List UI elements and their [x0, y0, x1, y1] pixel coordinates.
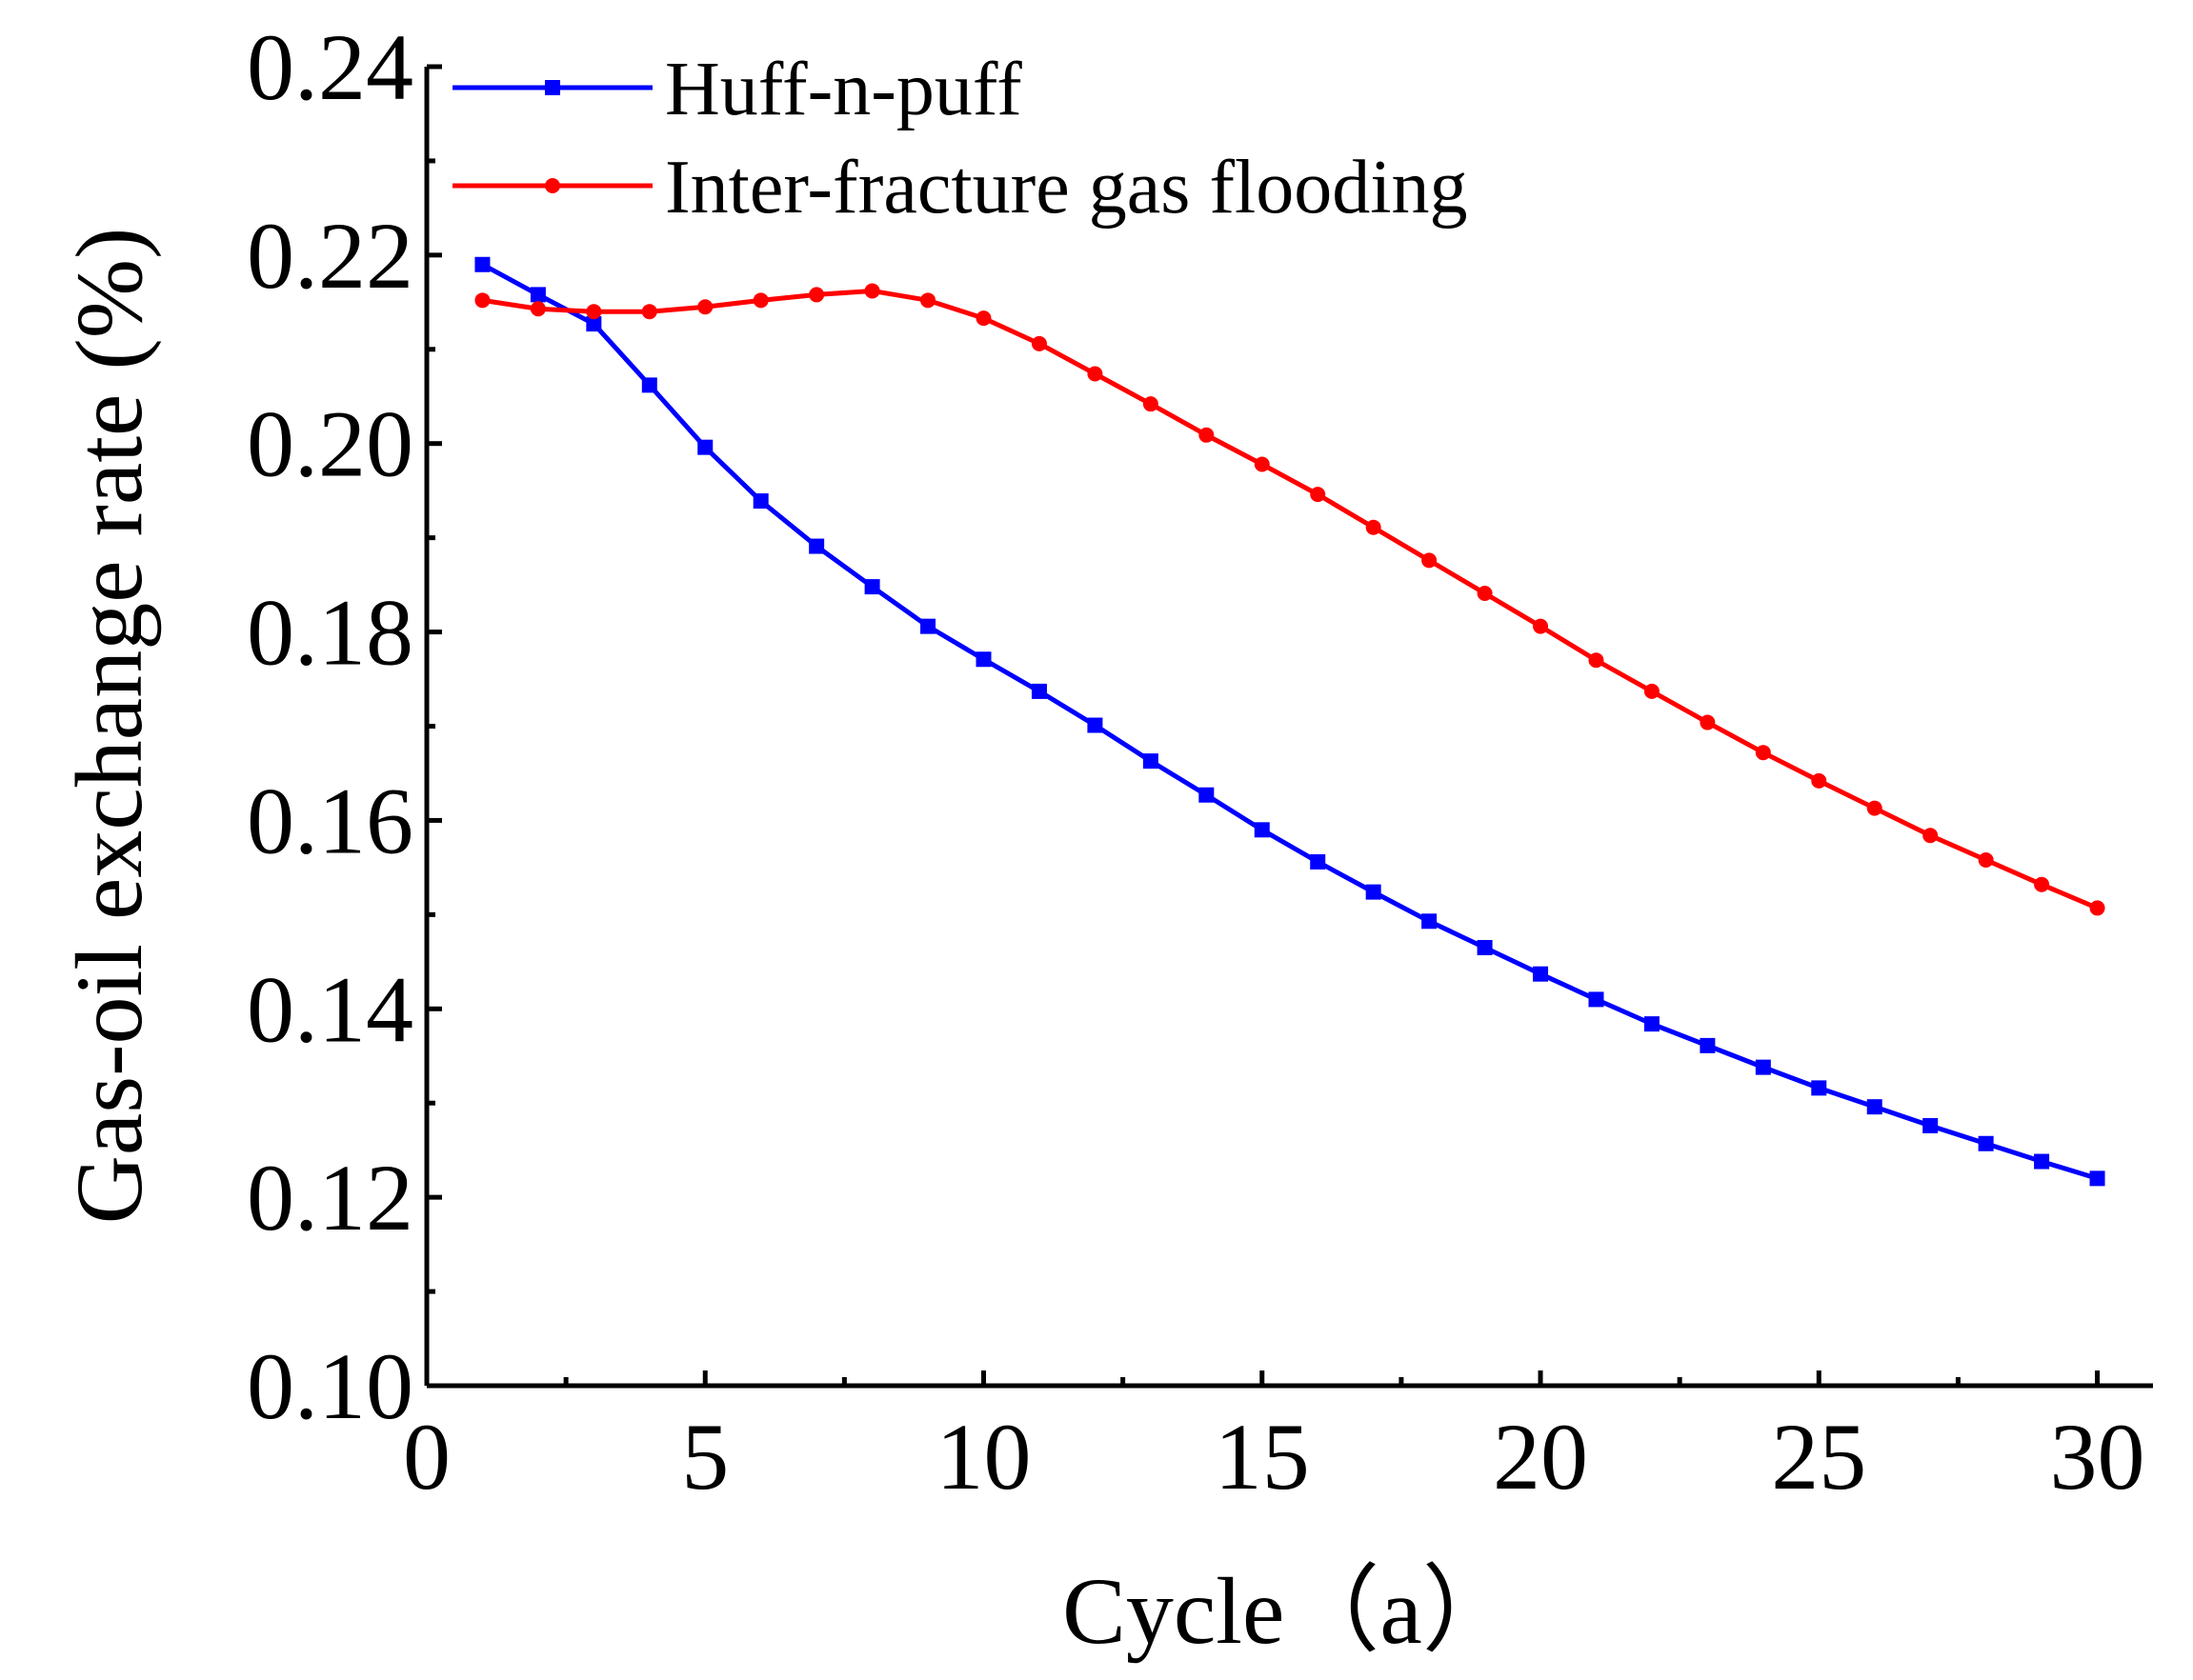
x-tick-label: 30 — [2050, 1404, 2145, 1510]
x-axis-title: Cycle（a） — [1062, 1558, 1518, 1664]
data-point — [1866, 1099, 1882, 1115]
x-tick-label: 10 — [936, 1404, 1032, 1510]
series-line — [482, 288, 2099, 910]
data-point — [2034, 1153, 2050, 1170]
data-point — [1310, 487, 1326, 503]
data-point — [530, 287, 546, 303]
data-point — [920, 618, 936, 634]
data-point — [1254, 456, 1270, 472]
data-point — [809, 538, 825, 554]
x-tick-label: 20 — [1493, 1404, 1588, 1510]
data-point — [1755, 1059, 1771, 1075]
data-point — [1588, 991, 1604, 1008]
data-point — [753, 292, 769, 309]
series-line — [481, 262, 2099, 1181]
y-axis-title: Gas-oil exchange rate (%) — [56, 228, 162, 1225]
data-point — [1087, 717, 1103, 733]
data-point — [1700, 1037, 1716, 1053]
legend-label: Huff-n-puff — [665, 48, 1022, 131]
x-tick-label: 0 — [403, 1404, 451, 1510]
y-tick-label: 0.22 — [247, 203, 413, 309]
data-point — [697, 439, 714, 455]
data-point — [920, 292, 936, 309]
data-point — [586, 316, 602, 332]
data-point — [1533, 966, 1549, 982]
data-point — [1755, 745, 1771, 761]
y-tick-label: 0.14 — [247, 956, 413, 1062]
data-point — [809, 287, 825, 303]
legend: Huff-n-puff Inter-fracture gas flooding — [453, 48, 1467, 230]
series-1 — [474, 256, 2105, 1187]
data-point — [1031, 335, 1047, 351]
data-point — [2089, 1170, 2105, 1187]
data-point — [976, 310, 992, 327]
x-ticks: 0 5 10 15 20 25 30 — [403, 1370, 2145, 1510]
data-point — [1643, 683, 1660, 699]
y-ticks: 0.10 0.12 0.14 0.16 0.18 0.20 0.22 0.24 — [247, 14, 442, 1439]
data-point — [1142, 753, 1158, 770]
data-point — [1533, 618, 1549, 634]
data-point — [1477, 586, 1493, 602]
y-tick-label: 0.16 — [247, 768, 413, 873]
data-point — [1922, 828, 1939, 844]
legend-marker — [545, 178, 560, 193]
data-point — [1643, 1016, 1660, 1032]
data-point — [2034, 876, 2050, 892]
data-point — [864, 579, 880, 595]
data-point — [641, 304, 657, 320]
data-point — [1477, 939, 1493, 955]
data-point — [1198, 427, 1215, 443]
data-point — [864, 283, 880, 299]
legend-item: Inter-fracture gas flooding — [453, 146, 1467, 230]
data-point — [1978, 851, 1994, 868]
data-point — [697, 299, 714, 315]
y-tick-label: 0.12 — [247, 1145, 413, 1250]
data-point — [1922, 1117, 1939, 1133]
data-point — [2089, 900, 2105, 916]
data-point — [1198, 787, 1215, 803]
series-group — [474, 256, 2105, 1187]
data-point — [1421, 552, 1438, 569]
x-tick-label: 15 — [1215, 1404, 1310, 1510]
data-point — [976, 651, 992, 668]
y-tick-label: 0.10 — [247, 1333, 413, 1439]
y-tick-label: 0.20 — [247, 391, 413, 497]
data-point — [1310, 853, 1326, 870]
data-point — [1421, 913, 1438, 930]
data-point — [1811, 1080, 1827, 1096]
data-point — [641, 377, 657, 393]
data-point — [1365, 519, 1381, 535]
x-tick-label: 5 — [681, 1404, 729, 1510]
data-point — [586, 304, 602, 320]
x-tick-label: 25 — [1771, 1404, 1866, 1510]
y-tick-label: 0.18 — [247, 580, 413, 686]
data-point — [753, 493, 769, 510]
data-point — [1978, 1135, 1994, 1151]
legend-label: Inter-fracture gas flooding — [665, 146, 1467, 230]
data-point — [1087, 366, 1103, 382]
data-point — [1700, 714, 1716, 730]
axes — [424, 67, 2153, 1389]
data-point — [474, 292, 491, 309]
data-point — [530, 301, 546, 317]
legend-item: Huff-n-puff — [453, 48, 1022, 131]
data-point — [1254, 822, 1270, 838]
data-point — [1588, 652, 1604, 669]
data-point — [474, 256, 491, 272]
data-point — [1365, 884, 1381, 900]
legend-marker — [545, 80, 560, 95]
data-point — [1811, 772, 1827, 789]
data-point — [1031, 683, 1047, 699]
data-point — [1142, 396, 1158, 412]
y-tick-label: 0.24 — [247, 14, 413, 120]
series-2 — [474, 283, 2105, 916]
data-point — [1866, 800, 1882, 816]
